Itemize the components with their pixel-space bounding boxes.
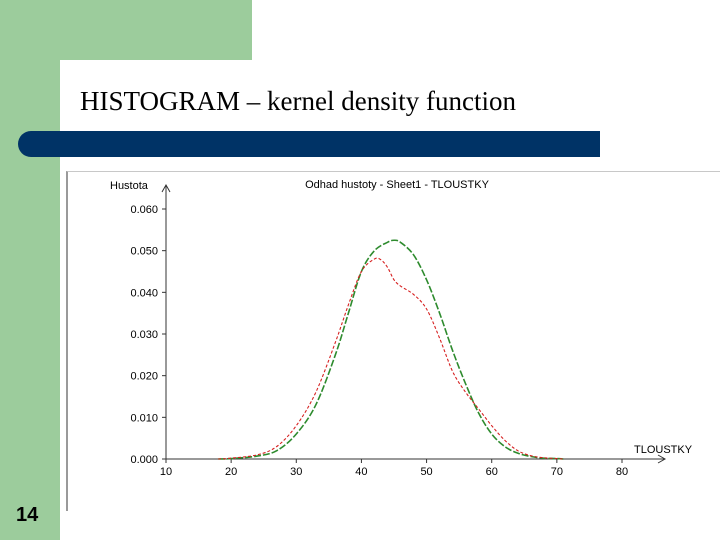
series-line-green: [218, 239, 564, 460]
chart-title: Odhad hustoty - Sheet1 - TLOUSTKY: [305, 179, 489, 191]
y-tick-label: 0.040: [130, 287, 158, 299]
x-tick-label: 20: [225, 466, 237, 478]
chart-ticks: 0.000 0.010 0.020 0.030 0.040 0.050 0.060 10 20 3…: [130, 204, 628, 478]
chart-frame: Odhad hustoty - Sheet1 - TLOUSTKY Hustot…: [66, 171, 720, 511]
title-bar: [18, 131, 600, 157]
x-tick-label: 80: [616, 466, 628, 478]
x-tick-label: 40: [355, 466, 367, 478]
x-tick-label: 10: [160, 466, 172, 478]
page-number: 14: [16, 504, 39, 526]
y-tick-label: 0.050: [130, 246, 158, 258]
slide-left-decor: [0, 0, 60, 540]
y-tick-label: 0.060: [130, 204, 158, 216]
x-axis-label: TLOUSTKY: [634, 444, 693, 456]
x-tick-label: 70: [551, 466, 563, 478]
y-tick-label: 0.000: [130, 454, 158, 466]
x-axis-arrow: [657, 454, 667, 464]
x-tick-label: 60: [486, 466, 498, 478]
y-axis-label: Hustota: [110, 180, 149, 192]
density-chart: Odhad hustoty - Sheet1 - TLOUSTKY Hustot…: [110, 179, 693, 478]
series-line-red: [218, 257, 564, 460]
x-tick-label: 50: [420, 466, 432, 478]
x-tick-label: 30: [290, 466, 302, 478]
slide-title: HISTOGRAM – kernel density function: [80, 86, 516, 116]
y-tick-label: 0.010: [130, 412, 158, 424]
chart-lines: [218, 239, 564, 460]
y-axis-arrow: [161, 183, 171, 193]
y-tick-label: 0.030: [130, 329, 158, 341]
chart-axes: [161, 183, 667, 464]
y-tick-label: 0.020: [130, 371, 158, 383]
